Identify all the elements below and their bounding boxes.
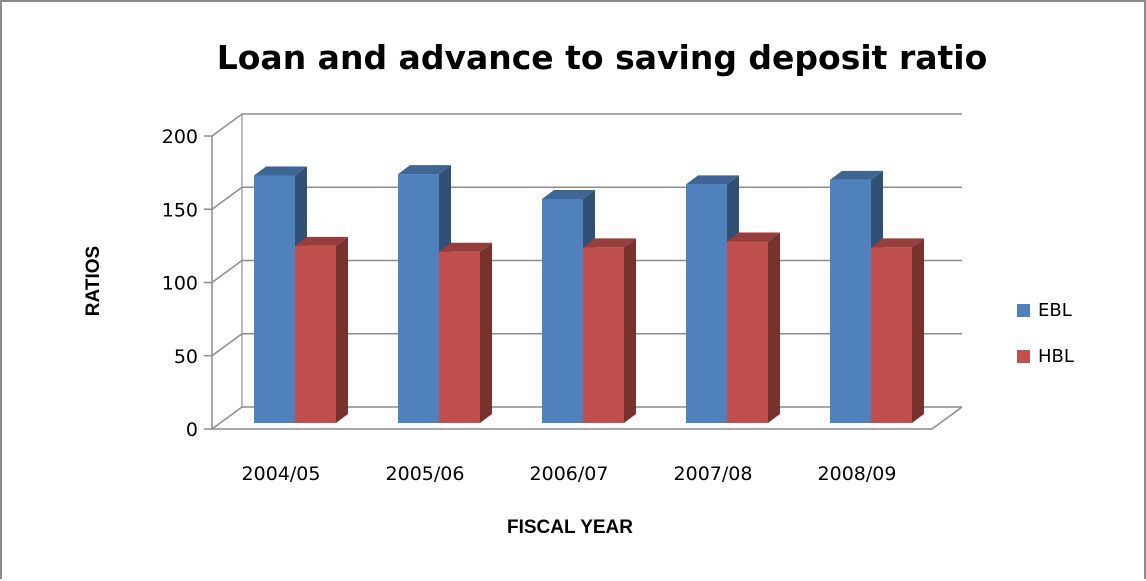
floor-edge bbox=[212, 406, 963, 430]
bar-front-face bbox=[542, 198, 583, 423]
bar-hbl bbox=[295, 236, 348, 423]
bar-hbl bbox=[583, 238, 636, 423]
chart-title: Loan and advance to saving deposit ratio bbox=[217, 38, 988, 77]
bar-top-face bbox=[439, 242, 492, 252]
bar-top-face bbox=[583, 238, 636, 248]
bar-side-face bbox=[336, 236, 348, 423]
bar-front-face bbox=[830, 179, 871, 423]
bar-top-face bbox=[871, 238, 924, 248]
y-tick-label: 50 bbox=[174, 346, 198, 368]
x-axis-ticks: 2004/05 2005/06 2006/07 2007/08 2008/09 bbox=[242, 463, 897, 485]
legend-swatch-hbl bbox=[1017, 350, 1030, 363]
bar-hbl bbox=[871, 238, 924, 423]
bar-top-face bbox=[254, 166, 307, 176]
legend-swatch-ebl bbox=[1017, 304, 1030, 317]
bar-hbl bbox=[439, 242, 492, 423]
bar-side-face bbox=[768, 232, 780, 423]
legend-label-hbl: HBL bbox=[1038, 346, 1074, 367]
bar-top-face bbox=[727, 232, 780, 242]
bar-front-face bbox=[686, 184, 727, 423]
bar-front-face bbox=[727, 241, 768, 423]
legend: EBL HBL bbox=[1017, 300, 1074, 367]
bar-top-face bbox=[398, 165, 451, 175]
x-tick-label: 2007/08 bbox=[674, 463, 753, 485]
bar-top-face bbox=[542, 189, 595, 199]
x-tick-label: 2006/07 bbox=[530, 463, 609, 485]
bar-front-face bbox=[583, 247, 624, 423]
bar-top-face bbox=[686, 175, 739, 185]
y-tick-label: 0 bbox=[186, 419, 198, 441]
y-tick-label: 200 bbox=[162, 126, 198, 148]
bar-front-face bbox=[871, 247, 912, 423]
y-axis-ticks: 0 50 100 150 200 bbox=[162, 126, 198, 441]
bars bbox=[254, 165, 924, 423]
y-axis-title: RATIOS bbox=[83, 246, 104, 316]
bar-front-face bbox=[398, 174, 439, 423]
y-tick-label: 150 bbox=[162, 199, 198, 221]
y-tick-label: 100 bbox=[162, 273, 198, 295]
x-tick-label: 2008/09 bbox=[818, 463, 897, 485]
bar-top-face bbox=[830, 170, 883, 180]
bar-side-face bbox=[480, 242, 492, 423]
bar-front-face bbox=[439, 251, 480, 423]
x-tick-label: 2005/06 bbox=[386, 463, 465, 485]
bar-front-face bbox=[295, 245, 336, 423]
gridline bbox=[211, 113, 962, 137]
bar-side-face bbox=[912, 238, 924, 423]
bar-ebl bbox=[398, 165, 451, 423]
x-tick-label: 2004/05 bbox=[242, 463, 321, 485]
chart-floor bbox=[212, 406, 963, 430]
x-axis-title: FISCAL YEAR bbox=[507, 517, 633, 538]
bar-top-face bbox=[295, 236, 348, 246]
legend-label-ebl: EBL bbox=[1038, 300, 1072, 321]
bar-front-face bbox=[254, 175, 295, 423]
bar-hbl bbox=[727, 232, 780, 423]
bar-side-face bbox=[624, 238, 636, 423]
